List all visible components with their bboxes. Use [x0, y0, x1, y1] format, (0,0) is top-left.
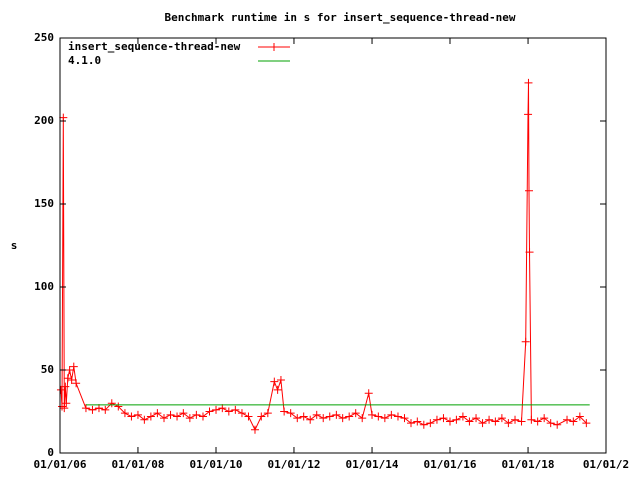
chart-title: Benchmark runtime in s for insert_sequen… — [165, 11, 516, 24]
y-tick-label: 100 — [34, 280, 54, 293]
y-tick-label: 200 — [34, 114, 54, 127]
legend-label: 4.1.0 — [68, 54, 101, 67]
y-tick-label: 0 — [47, 446, 54, 459]
y-tick-label: 50 — [41, 363, 54, 376]
plot-area — [56, 78, 591, 434]
y-axis-label: s — [11, 239, 18, 252]
x-tick-label: 01/01/18 — [502, 458, 555, 471]
legend-label: insert_sequence-thread-new — [68, 40, 241, 53]
series-line — [60, 82, 587, 431]
x-tick-label: 01/01/16 — [423, 458, 476, 471]
x-tick-label: 01/01/12 — [267, 458, 320, 471]
x-tick-label: 01/01/14 — [346, 458, 399, 471]
x-tick-label: 01/01/2 — [583, 458, 629, 471]
x-tick-label: 01/01/06 — [34, 458, 87, 471]
plot-frame — [59, 37, 607, 454]
y-tick-label: 250 — [34, 31, 54, 44]
legend-marker — [270, 43, 278, 51]
x-tick-label: 01/01/08 — [111, 458, 164, 471]
y-tick-label: 150 — [34, 197, 54, 210]
x-tick-label: 01/01/10 — [190, 458, 243, 471]
